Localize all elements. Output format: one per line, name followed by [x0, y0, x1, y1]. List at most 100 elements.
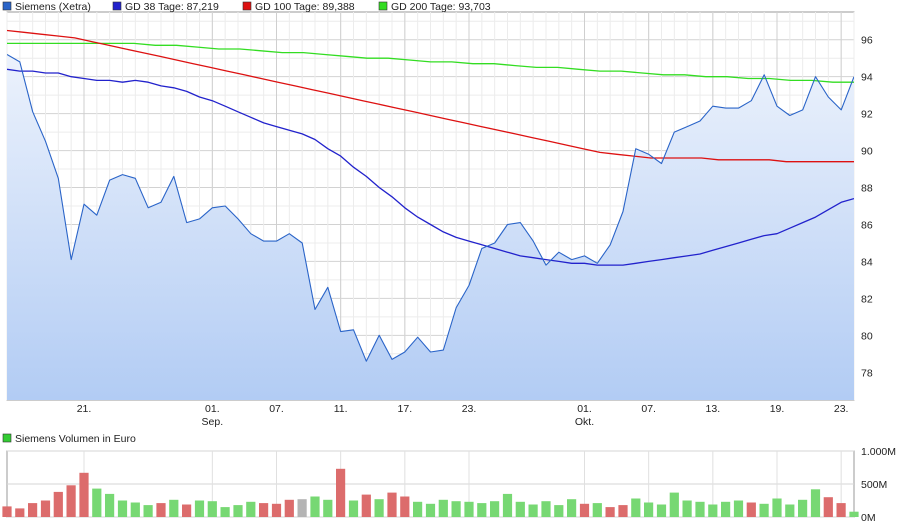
volume-bar — [656, 504, 667, 517]
volume-bar — [387, 492, 397, 517]
volume-bar — [849, 511, 859, 517]
volume-bar — [567, 499, 577, 517]
price-line — [7, 54, 854, 362]
y-tick-label: 94 — [861, 72, 873, 84]
volume-bar — [464, 501, 474, 517]
volume-bar — [425, 503, 436, 517]
volume-bar — [554, 505, 564, 517]
volume-bar — [477, 503, 487, 517]
volume-bar — [207, 501, 217, 517]
gd100-line — [7, 29, 854, 163]
legend-swatch-gd38 — [112, 1, 122, 11]
volume-bar — [644, 502, 654, 517]
volume-bar — [592, 503, 602, 517]
volume-bar — [631, 498, 641, 517]
volume-bar — [682, 500, 692, 517]
volume-bar — [220, 507, 230, 517]
volume-bar — [515, 501, 525, 517]
volume-bar — [490, 501, 500, 517]
volume-bar — [528, 504, 538, 517]
volume-bar — [130, 502, 140, 517]
x-tick-label: 13. — [706, 403, 721, 415]
legend-swatch-price — [2, 1, 12, 11]
x-tick-label: 07. — [269, 403, 284, 415]
volume-bar — [182, 504, 192, 517]
volume-bar — [785, 504, 795, 517]
legend-label-gd200: GD 200 Tage: 93,703 — [391, 1, 491, 13]
x-tick-label: 01. — [577, 403, 592, 415]
volume-bar — [15, 508, 25, 517]
volume-bar — [40, 500, 51, 517]
volume-bar — [297, 499, 307, 517]
volume-bar — [400, 496, 410, 517]
volume-bar — [438, 499, 448, 517]
volume-bar — [169, 499, 179, 517]
volume-bar — [579, 503, 590, 517]
volume-bar — [246, 501, 256, 517]
volume-bar — [721, 501, 731, 517]
x-tick-label: 23. — [834, 403, 849, 415]
volume-bar — [53, 491, 63, 517]
x-month-label: Sep. — [202, 416, 224, 428]
volume-bar — [336, 468, 346, 517]
volume-bar — [798, 499, 808, 517]
volume-bar — [413, 501, 423, 517]
price-area-fill — [7, 54, 854, 400]
volume-bar — [361, 494, 371, 517]
volume-bar — [823, 497, 833, 517]
volume-bar — [79, 472, 89, 517]
series-lines — [7, 29, 854, 362]
legend-label-gd38: GD 38 Tage: 87,219 — [125, 1, 219, 13]
date-axis-labels: 21. 01.Sep.07. 11. 17. 23. 01.Okt.07. 13. 19. 23… — [77, 403, 849, 428]
volume-bar — [695, 501, 705, 517]
y-tick-label: 88 — [861, 183, 873, 195]
volume-axis-labels: 0M 500M 1.000M — [861, 446, 896, 524]
volume-bar — [233, 505, 243, 517]
volume-bar — [759, 503, 769, 517]
x-tick-label: 17. — [398, 403, 413, 415]
price-axis-labels: 78 80 82 84 86 88 90 92 94 96 — [861, 35, 873, 380]
price-area — [7, 54, 854, 400]
volume-bars — [2, 468, 859, 517]
volume-bar — [618, 505, 628, 517]
volume-bar — [708, 504, 718, 517]
volume-tick-label: 500M — [861, 479, 887, 491]
volume-bar — [541, 501, 551, 517]
volume-bar — [194, 500, 205, 517]
legend-swatch-gd100 — [242, 1, 252, 11]
volume-bar — [323, 499, 333, 517]
y-tick-label: 86 — [861, 219, 873, 231]
volume-tick-label: 1.000M — [861, 446, 896, 458]
y-tick-label: 84 — [861, 256, 873, 268]
volume-bar — [836, 503, 846, 517]
volume-tick-label: 0M — [861, 512, 876, 524]
volume-bar — [746, 502, 756, 517]
y-tick-label: 78 — [861, 367, 873, 379]
x-month-label: Okt. — [575, 416, 594, 428]
y-tick-label: 92 — [861, 109, 873, 121]
volume-bar — [2, 506, 12, 517]
volume-bar — [772, 498, 782, 517]
volume-bar — [348, 500, 359, 517]
volume-bar — [28, 503, 38, 517]
y-tick-label: 96 — [861, 35, 873, 47]
y-tick-label: 90 — [861, 146, 873, 158]
volume-bar — [92, 488, 102, 517]
legend-label-gd100: GD 100 Tage: 89,388 — [255, 1, 355, 13]
gd38-line — [7, 68, 854, 266]
volume-bar — [284, 499, 294, 517]
legend: Siemens (Xetra) GD 38 Tage: 87,219 GD 10… — [2, 1, 491, 13]
volume-bar — [271, 503, 282, 517]
volume-bar — [502, 493, 513, 517]
gd200-line — [7, 42, 854, 83]
volume-legend-swatch — [2, 433, 12, 443]
volume-title: Siemens Volumen in Euro — [15, 433, 136, 445]
volume-bar — [605, 507, 615, 517]
volume-bar — [66, 485, 76, 517]
volume-bar — [451, 501, 461, 517]
x-tick-label: 21. — [77, 403, 92, 415]
volume-bar — [117, 500, 128, 517]
y-tick-label: 80 — [861, 330, 873, 342]
